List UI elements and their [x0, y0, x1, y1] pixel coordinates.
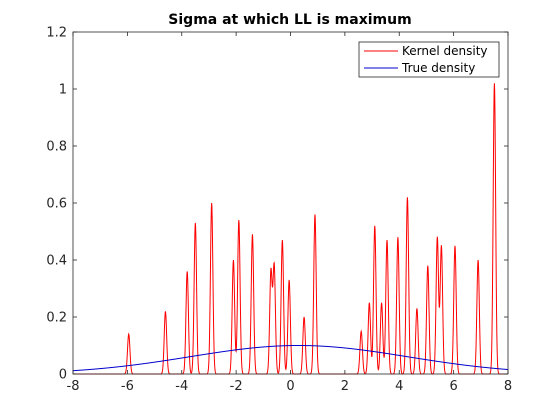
- x-tick-label: -6: [121, 379, 134, 394]
- x-tick-label: -2: [230, 379, 243, 394]
- chart-title: Sigma at which LL is maximum: [168, 12, 411, 28]
- x-tick-label: 6: [449, 379, 457, 394]
- x-tick-label: 0: [286, 379, 294, 394]
- legend-label-true-density: True density: [401, 61, 475, 75]
- x-tick-label: -8: [67, 379, 80, 394]
- y-tick-label: 1: [59, 83, 67, 98]
- y-tick-label: 0.2: [46, 311, 67, 326]
- y-tick-label: 0.4: [46, 254, 67, 269]
- x-tick-label: 8: [504, 379, 512, 394]
- legend-box: [358, 41, 500, 78]
- x-tick-label: -4: [175, 379, 188, 394]
- axes-layer: -8 -6 -4 -2 0 2 4 6 8 0 0.2 0.4 0.6 0.8 1 1.2: [46, 26, 512, 395]
- x-tick-label: 4: [395, 379, 403, 394]
- legend-label-kernel-density: Kernel density: [402, 44, 488, 58]
- y-tick-label: 0.6: [46, 197, 67, 212]
- y-tick-label: 1.2: [46, 26, 67, 41]
- legend: Kernel density True density: [358, 41, 500, 78]
- x-tick-label: 2: [341, 379, 349, 394]
- y-tick-label: 0: [59, 368, 67, 383]
- series-line-true-density: [72, 345, 509, 372]
- y-tick-label: 0.8: [46, 140, 67, 155]
